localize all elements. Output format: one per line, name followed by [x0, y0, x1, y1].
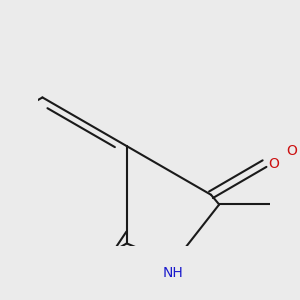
Text: O: O — [268, 157, 279, 171]
Text: NH: NH — [163, 266, 184, 280]
Text: O: O — [287, 144, 298, 158]
